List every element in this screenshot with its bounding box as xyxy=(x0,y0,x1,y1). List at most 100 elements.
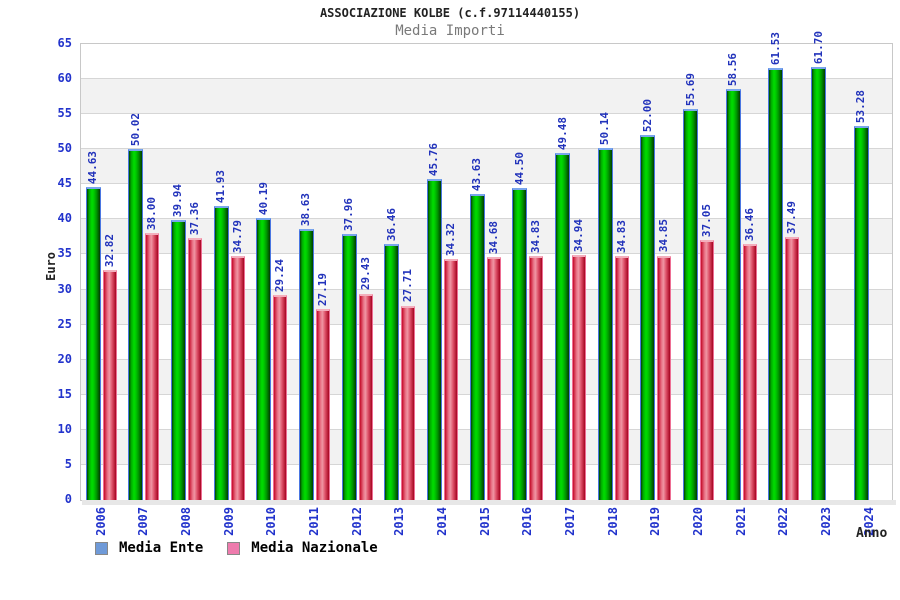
x-tick-label: 2018 xyxy=(605,507,620,536)
x-axis-title: Anno xyxy=(856,526,888,541)
x-tick-label: 2022 xyxy=(776,507,791,536)
bar-media-nazionale xyxy=(401,305,416,500)
bar-media-ente xyxy=(256,218,272,500)
gridline xyxy=(81,218,892,220)
bar-media-nazionale xyxy=(145,233,160,500)
bar-media-nazionale xyxy=(443,259,458,500)
value-label: 29.43 xyxy=(358,257,372,291)
value-label: 34.68 xyxy=(486,220,500,254)
legend-item-media-ente: Media Ente xyxy=(95,540,203,556)
value-label: 29.24 xyxy=(273,258,287,292)
value-label: 34.83 xyxy=(529,219,543,253)
bar-media-ente xyxy=(725,89,741,500)
x-tick-label: 2015 xyxy=(477,507,492,536)
chart-subtitle: Media Importi xyxy=(395,23,505,39)
value-label: 43.63 xyxy=(470,157,484,191)
legend-item-media-nazionale: Media Nazionale xyxy=(227,540,378,556)
bar-media-ente xyxy=(512,187,528,500)
value-label: 45.76 xyxy=(427,142,441,176)
bar-media-ente xyxy=(853,126,869,500)
plot-band xyxy=(81,44,892,80)
x-tick-label: 2010 xyxy=(264,507,279,536)
value-label: 37.49 xyxy=(785,200,799,234)
value-label: 36.46 xyxy=(742,208,756,242)
value-label: 50.14 xyxy=(598,112,612,146)
x-tick-label: 2011 xyxy=(306,507,321,536)
media-ente-swatch-icon xyxy=(95,541,108,555)
value-label: 50.02 xyxy=(128,112,142,147)
bar-media-nazionale xyxy=(785,237,800,500)
bar-media-nazionale xyxy=(529,255,544,500)
x-tick-label: 2016 xyxy=(520,507,535,536)
bar-media-ente xyxy=(341,233,357,500)
bar-media-ente xyxy=(768,68,784,500)
gridline xyxy=(81,113,892,115)
value-label: 34.32 xyxy=(443,223,457,257)
plot-band xyxy=(81,79,892,115)
bar-media-ente xyxy=(640,135,656,500)
gridline xyxy=(81,288,892,290)
y-tick-label: 55 xyxy=(57,106,72,121)
bar-media-nazionale xyxy=(187,237,202,500)
value-label: 37.96 xyxy=(342,197,356,231)
bar-media-ente xyxy=(811,67,827,500)
gridline xyxy=(81,253,892,255)
bar-media-nazionale xyxy=(486,256,501,500)
bar-media-nazionale xyxy=(742,244,757,500)
x-tick-label: 2012 xyxy=(349,507,364,536)
bar-media-ente xyxy=(469,193,485,500)
x-tick-label: 2017 xyxy=(563,507,578,536)
bar-media-nazionale xyxy=(700,240,715,500)
bar-media-ente xyxy=(384,244,400,500)
media-nazionale-swatch-icon xyxy=(227,541,241,555)
bar-media-nazionale xyxy=(358,293,373,500)
bar-media-nazionale xyxy=(315,309,330,500)
bar-media-ente xyxy=(170,219,186,500)
gridline xyxy=(81,428,892,430)
y-tick-label: 5 xyxy=(64,456,72,471)
value-label: 44.50 xyxy=(512,151,526,185)
value-label: 61.70 xyxy=(811,31,825,65)
gridline xyxy=(81,463,892,465)
bar-media-ente xyxy=(213,205,229,500)
value-label: 53.28 xyxy=(854,90,868,124)
bar-media-ente xyxy=(555,152,571,500)
y-tick-label: 60 xyxy=(57,71,72,86)
bar-media-ente xyxy=(298,229,314,500)
bar-media-ente xyxy=(426,178,442,500)
value-label: 34.79 xyxy=(230,219,244,253)
value-label: 36.46 xyxy=(384,208,398,242)
value-label: 44.63 xyxy=(86,150,99,184)
value-label: 41.93 xyxy=(214,169,228,203)
x-tick-label: 2007 xyxy=(136,507,151,536)
value-label: 55.69 xyxy=(683,73,697,107)
legend-label-media-ente: Media Ente xyxy=(119,540,204,556)
gridline xyxy=(81,358,892,360)
y-tick-label: 25 xyxy=(57,316,72,331)
x-tick-label: 2006 xyxy=(93,507,108,536)
legend-label-media-nazionale: Media Nazionale xyxy=(251,540,378,556)
gridline xyxy=(81,393,892,395)
gridline xyxy=(81,148,892,150)
chart-legend: Media Ente Media Nazionale xyxy=(95,540,392,556)
gridline xyxy=(81,78,892,80)
x-tick-label: 2023 xyxy=(819,507,834,536)
y-tick-label: 10 xyxy=(57,421,72,436)
value-label: 40.19 xyxy=(256,181,270,216)
bar-media-ente xyxy=(128,149,144,500)
value-label: 58.56 xyxy=(726,53,740,87)
value-label: 37.05 xyxy=(700,203,714,238)
plot-area: 44.63 32.82 50.02 38.00 39.94 37.36 41.93 34.79… xyxy=(80,31,893,501)
bar-media-nazionale xyxy=(102,269,117,500)
bar-media-nazionale xyxy=(273,294,288,500)
value-label: 34.83 xyxy=(614,219,628,253)
x-tick-label: 2019 xyxy=(648,507,663,536)
value-label: 34.94 xyxy=(572,218,586,252)
y-tick-label: 65 xyxy=(57,36,72,50)
bar-media-nazionale xyxy=(614,255,629,500)
plot-band xyxy=(81,149,892,185)
y-tick-label: 45 xyxy=(57,176,72,191)
y-tick-label: 15 xyxy=(57,386,72,401)
value-label: 39.94 xyxy=(171,183,185,217)
